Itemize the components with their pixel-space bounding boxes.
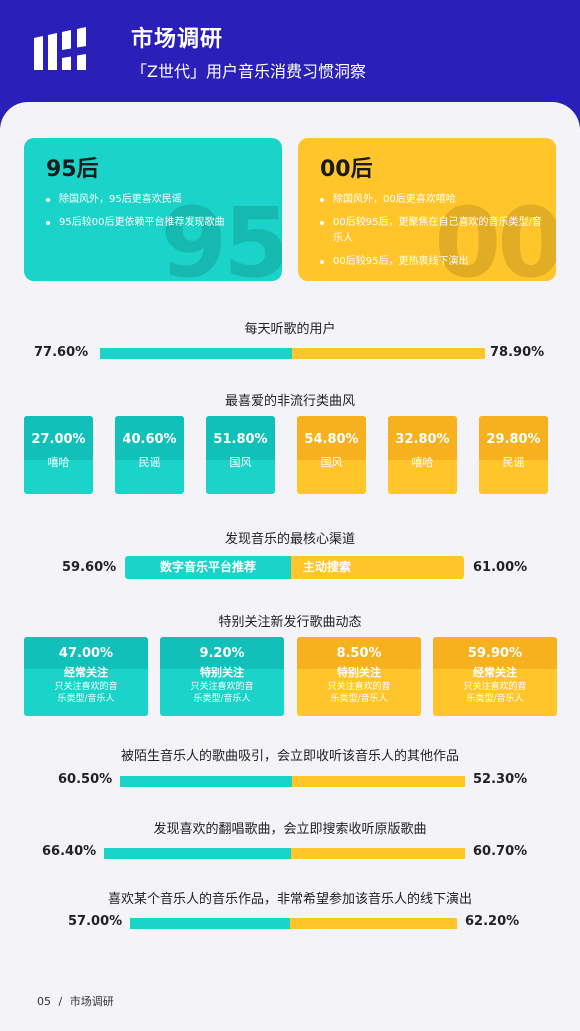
footer-separator: / (58, 995, 63, 1008)
follow-value: 59.90% (467, 646, 523, 661)
genre-value: 40.60% (122, 432, 177, 447)
stat-bar-95 (120, 776, 292, 787)
follow-box: 8.50% 特别关注只关注喜欢的音乐类型/音乐人 (297, 637, 421, 716)
follow-desc: 只关注喜欢的音乐类型/音乐人 (54, 682, 118, 704)
card-point: 除国风外，95后更喜欢民谣 (46, 192, 270, 208)
genre-box: 29.80% 民谣 (479, 416, 548, 494)
section-title-stat: 喜欢某个音乐人的音乐作品，非常希望参加该音乐人的线下演出 (107, 892, 472, 907)
card-points: 除国风外，95后更喜欢民谣 95后较00后更依赖平台推荐发现歌曲 (46, 192, 270, 238)
genre-value: 32.80% (395, 432, 450, 447)
stat-bar (130, 918, 457, 929)
channel-bar: 数字音乐平台推荐 主动搜索 (125, 556, 464, 579)
brand-logo (34, 27, 86, 70)
section-title-stat: 被陌生音乐人的歌曲吸引，会立即收听该音乐人的其他作品 (120, 749, 459, 764)
daily-bar-95 (100, 348, 292, 359)
stat-bar (120, 776, 465, 787)
page-number: 05 (37, 995, 51, 1008)
stat-bar-00 (292, 776, 465, 787)
follow-box: 9.20% 特别关注只关注喜欢的音乐类型/音乐人 (160, 637, 284, 716)
daily-bar-00 (292, 348, 485, 359)
channel-left-label: 数字音乐平台推荐 (125, 556, 291, 579)
stat-bar-00 (291, 848, 465, 859)
genre-box: 40.60% 民谣 (115, 416, 184, 494)
genre-value: 54.80% (304, 432, 359, 447)
card-points: 除国风外，00后更喜欢嘻哈 00后较95后，更聚焦在自己喜欢的音乐类型/音乐人 … (320, 192, 544, 277)
section-title-genres: 最喜爱的非流行类曲风 (224, 394, 355, 409)
stat-bar-95 (130, 918, 290, 929)
stat-left-value: 57.00% (68, 914, 123, 929)
genre-value: 29.80% (486, 432, 541, 447)
footer-section: 市场调研 (69, 995, 114, 1008)
section-title-stat: 发现喜欢的翻唱歌曲，会立即搜索收听原版歌曲 (153, 822, 427, 837)
card-title: 95后 (46, 157, 99, 182)
genre-label: 国风 (229, 456, 252, 469)
card-point: 00后较95后，更热衷线下演出 (320, 254, 544, 270)
stat-right-value: 60.70% (473, 844, 528, 859)
card-00: 00 00后 除国风外，00后更喜欢嘻哈 00后较95后，更聚焦在自己喜欢的音乐… (298, 138, 556, 281)
genre-box: 51.80% 国风 (206, 416, 275, 494)
daily-right-value: 78.90% (490, 345, 545, 360)
card-point: 95后较00后更依赖平台推荐发现歌曲 (46, 215, 270, 231)
follow-value: 9.20% (199, 646, 245, 661)
follow-desc: 只关注喜欢的音乐类型/音乐人 (190, 682, 254, 704)
follow-frequency: 特别关注 (337, 666, 381, 679)
stat-right-value: 62.20% (465, 914, 520, 929)
channel-left-value: 59.60% (62, 560, 117, 575)
genre-label: 民谣 (138, 456, 161, 469)
card-point: 除国风外，00后更喜欢嘻哈 (320, 192, 544, 208)
genre-value: 27.00% (31, 432, 86, 447)
stat-left-value: 66.40% (42, 844, 97, 859)
genre-label: 民谣 (502, 456, 525, 469)
stat-right-value: 52.30% (473, 772, 528, 787)
genre-label: 国风 (320, 456, 343, 469)
follow-desc: 只关注喜欢的音乐类型/音乐人 (463, 682, 527, 704)
genre-box: 27.00% 嘻哈 (24, 416, 93, 494)
channel-right-label: 主动搜索 (291, 556, 464, 579)
follow-value: 8.50% (336, 646, 382, 661)
genre-box: 32.80% 嘻哈 (388, 416, 457, 494)
stat-bar-95 (104, 848, 291, 859)
channel-right-value: 61.00% (473, 560, 528, 575)
genre-box: 54.80% 国风 (297, 416, 366, 494)
follow-box: 59.90% 经常关注只关注喜欢的音乐类型/音乐人 (433, 637, 557, 716)
section-title-daily: 每天听歌的用户 (244, 322, 336, 337)
daily-bar (100, 348, 485, 359)
follow-box: 47.00% 经常关注只关注喜欢的音乐类型/音乐人 (24, 637, 148, 716)
daily-left-value: 77.60% (34, 345, 89, 360)
page-title: 市场调研 (131, 27, 224, 52)
stat-bar (104, 848, 465, 859)
stat-bar-00 (290, 918, 457, 929)
section-title-channel: 发现音乐的最核心渠道 (224, 532, 355, 547)
genre-label: 嘻哈 (47, 456, 70, 469)
section-title-follow: 特别关注新发行歌曲动态 (218, 615, 362, 630)
card-watermark: 95 (160, 187, 282, 281)
card-point: 00后较95后，更聚焦在自己喜欢的音乐类型/音乐人 (320, 215, 544, 247)
follow-value: 47.00% (58, 646, 114, 661)
genre-label: 嘻哈 (411, 456, 434, 469)
card-watermark: 00 (434, 187, 556, 281)
page-subtitle: 「Z世代」用户音乐消费习惯洞察 (131, 62, 366, 81)
follow-desc: 只关注喜欢的音乐类型/音乐人 (327, 682, 391, 704)
follow-frequency: 特别关注 (200, 666, 244, 679)
genre-value: 51.80% (213, 432, 268, 447)
card-95: 95 95后 除国风外，95后更喜欢民谣 95后较00后更依赖平台推荐发现歌曲 (24, 138, 282, 281)
follow-frequency: 经常关注 (64, 666, 108, 679)
follow-frequency: 经常关注 (473, 666, 517, 679)
stat-left-value: 60.50% (58, 772, 113, 787)
page-footer: 05 / 市场调研 (37, 993, 114, 1009)
card-title: 00后 (320, 157, 373, 182)
